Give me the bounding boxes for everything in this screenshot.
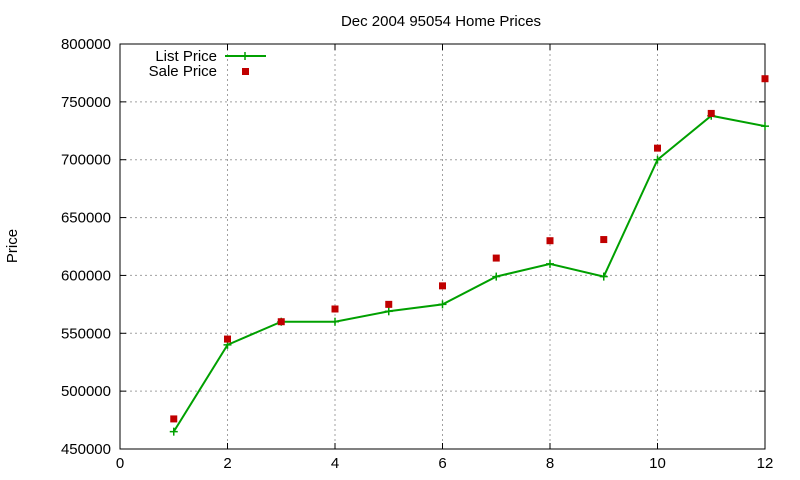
x-tick-label: 10 [649, 455, 666, 472]
x-tick-label: 4 [331, 455, 339, 472]
y-axis-label: Price [4, 229, 21, 263]
x-tick-label: 12 [757, 455, 774, 472]
plot-frame [119, 43, 766, 450]
x-tick-label: 6 [438, 455, 446, 472]
data-point-list-price [761, 122, 769, 131]
axis-ticks: 0 2 4 6 8 10 12 450000 500000 550000 600000 650000 7… [61, 36, 773, 472]
data-point-list-price [599, 272, 608, 281]
data-point-sale-price [170, 415, 178, 423]
series-line-list-price [172, 114, 766, 433]
x-tick-label: 0 [116, 455, 124, 472]
legend-marker-list-price [241, 52, 249, 60]
y-tick-label: 750000 [61, 94, 111, 111]
y-tick-label: 450000 [61, 441, 111, 458]
data-point-sale-price [546, 237, 554, 245]
data-point-list-price [169, 427, 178, 436]
data-point-sale-price [600, 236, 608, 244]
y-tick-label: 550000 [61, 325, 111, 342]
y-tick-label: 650000 [61, 210, 111, 227]
data-point-list-price [653, 155, 662, 164]
data-point-sale-price [331, 305, 339, 313]
series [169, 75, 769, 436]
data-point-sale-price [654, 144, 661, 152]
data-point-sale-price [707, 109, 715, 117]
legend-label-list-price: List Price [155, 48, 217, 65]
data-point-list-price [331, 317, 339, 326]
data-point-sale-price [385, 300, 393, 308]
y-tick-label: 600000 [61, 267, 111, 284]
grid [120, 44, 765, 449]
x-tick-label: 2 [223, 455, 231, 472]
data-point-list-price [384, 307, 393, 316]
legend-label-sale-price: Sale Price [149, 63, 217, 80]
y-tick-label: 700000 [61, 152, 111, 169]
data-point-sale-price [439, 282, 446, 290]
data-point-list-price [546, 259, 554, 268]
legend: List Price Sale Price [149, 48, 266, 80]
x-tick-label: 8 [546, 455, 554, 472]
y-tick-label: 800000 [61, 36, 111, 53]
data-point-sale-price [492, 254, 500, 262]
data-point-list-price [438, 300, 447, 309]
data-point-sale-price [224, 335, 231, 343]
data-point-sale-price [761, 75, 769, 83]
data-point-sale-price [277, 318, 285, 326]
legend-plus [241, 52, 249, 60]
chart-title: Dec 2004 95054 Home Prices [341, 13, 541, 30]
legend-marker-sale-price [242, 68, 249, 75]
data-point-list-price [492, 272, 501, 281]
y-tick-label: 500000 [61, 383, 111, 400]
